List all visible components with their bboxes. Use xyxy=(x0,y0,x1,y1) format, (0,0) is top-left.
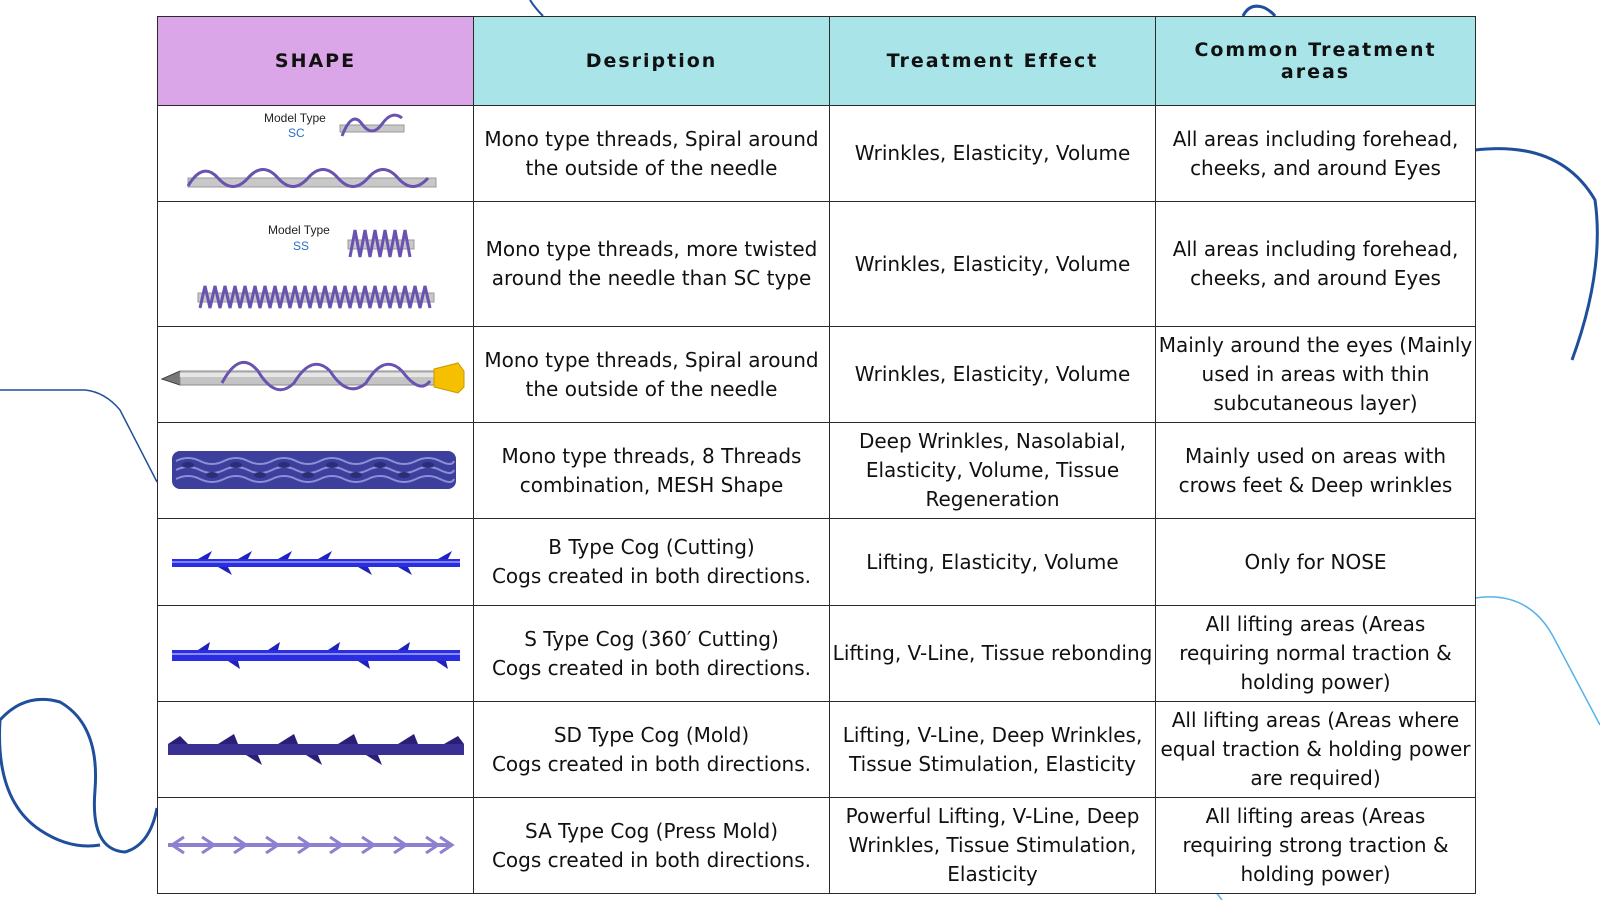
decor-curve-top xyxy=(529,0,544,17)
decor-curve-top-right xyxy=(1241,4,1277,17)
treatment-effect-cell: Powerful Lifting, V-Line, Deep Wrinkles,… xyxy=(829,797,1156,894)
table-header-row: SHAPE Desription Treatment Effect Common… xyxy=(157,16,1476,106)
treatment-effect-cell: Lifting, V-Line, Deep Wrinkles, Tissue S… xyxy=(829,701,1156,798)
treatment-areas-cell: All areas including forehead, cheeks, an… xyxy=(1155,201,1476,327)
treatment-areas-cell: All areas including forehead, cheeks, an… xyxy=(1155,105,1476,202)
treatment-areas-cell: Only for NOSE xyxy=(1155,518,1476,606)
shape-cell xyxy=(157,326,474,423)
decor-curve-left-thin xyxy=(0,389,158,483)
shape-cell xyxy=(157,518,474,606)
treatment-effect-cell: Deep Wrinkles, Nasolabial, Elasticity, V… xyxy=(829,422,1156,519)
shape-cell xyxy=(157,422,474,519)
cog-description: Cogs created in both directions. xyxy=(491,751,812,776)
cog-description: Cogs created in both directions. xyxy=(491,847,812,872)
table-row: SD Type Cog (Mold) Cogs created in both … xyxy=(157,701,1476,798)
table-row: Model Type SS Mono type threads, more tw… xyxy=(157,201,1476,327)
decor-loop-left xyxy=(0,697,159,854)
description-cell: Mono type threads, 8 Threads combination… xyxy=(473,422,830,519)
table-row: Model Type SC Mono type threads, Spiral … xyxy=(157,105,1476,202)
model-code-label: SC xyxy=(288,126,305,140)
sd-type-cog-image xyxy=(168,734,464,765)
model-type-label: Model Type xyxy=(264,111,326,125)
sa-type-cog-image xyxy=(168,835,455,855)
cog-type-title: SD Type Cog (Mold) xyxy=(553,722,750,747)
cog-type-title: SA Type Cog (Press Mold) xyxy=(525,818,778,843)
description-cell: SA Type Cog (Press Mold) Cogs created in… xyxy=(473,797,830,894)
treatment-areas-cell: All lifting areas (Areas where equal tra… xyxy=(1155,701,1476,798)
sc-thread-image: Model Type SC xyxy=(186,111,437,188)
description-cell: Mono type threads, Spiral around the out… xyxy=(473,326,830,423)
cog-description: Cogs created in both directions. xyxy=(491,655,812,680)
cog-type-title: B Type Cog (Cutting) xyxy=(548,535,755,559)
ss-thread-image: Model Type SS xyxy=(197,223,435,309)
decor-curve-right xyxy=(1474,147,1599,361)
header-treatment-effect: Treatment Effect xyxy=(829,16,1156,106)
shape-cell: Model Type SC xyxy=(157,105,474,202)
description-cell: B Type Cog (Cutting) Cogs created in bot… xyxy=(473,518,830,606)
thread-types-table: SHAPE Desription Treatment Effect Common… xyxy=(157,16,1476,894)
header-treatment-areas: Common Treatment areas xyxy=(1155,16,1476,106)
treatment-effect-cell: Wrinkles, Elasticity, Volume xyxy=(829,326,1156,423)
treatment-areas-cell: Mainly around the eyes (Mainly used in a… xyxy=(1155,326,1476,423)
cog-type-title: S Type Cog (360′ Cutting) xyxy=(524,626,779,651)
description-cell: S Type Cog (360′ Cutting) Cogs created i… xyxy=(473,605,830,702)
table-row: Mono type threads, Spiral around the out… xyxy=(157,326,1476,423)
mesh-thread-image xyxy=(172,451,456,489)
table-row: S Type Cog (360′ Cutting) Cogs created i… xyxy=(157,605,1476,702)
treatment-effect-cell: Lifting, Elasticity, Volume xyxy=(829,518,1156,606)
table-row: SA Type Cog (Press Mold) Cogs created in… xyxy=(157,797,1476,894)
header-description: Desription xyxy=(473,16,830,106)
description-cell: SD Type Cog (Mold) Cogs created in both … xyxy=(473,701,830,798)
description-cell: Mono type threads, more twisted around t… xyxy=(473,201,830,327)
description-cell: Mono type threads, Spiral around the out… xyxy=(473,105,830,202)
table-row: B Type Cog (Cutting) Cogs created in bot… xyxy=(157,518,1476,606)
b-type-cog-image xyxy=(172,551,460,575)
treatment-effect-cell: Wrinkles, Elasticity, Volume xyxy=(829,105,1156,202)
treatment-areas-cell: All lifting areas (Areas requiring stron… xyxy=(1155,797,1476,894)
treatment-areas-cell: All lifting areas (Areas requiring norma… xyxy=(1155,605,1476,702)
s-type-cog-image xyxy=(172,642,460,669)
shape-cell: Model Type SS xyxy=(157,201,474,327)
cog-description: Cogs created in both directions. xyxy=(491,564,812,588)
shape-cell xyxy=(157,701,474,798)
header-shape: SHAPE xyxy=(157,16,474,106)
treatment-effect-cell: Lifting, V-Line, Tissue rebonding xyxy=(829,605,1156,702)
needle-thread-image xyxy=(160,360,465,394)
decor-curve-bottom-right xyxy=(1474,596,1600,726)
shape-cell xyxy=(157,797,474,894)
model-code-label: SS xyxy=(293,239,309,253)
treatment-areas-cell: Mainly used on areas with crows feet & D… xyxy=(1155,422,1476,519)
decor-loop-left-tail xyxy=(0,720,101,848)
model-type-label: Model Type xyxy=(268,223,330,237)
treatment-effect-cell: Wrinkles, Elasticity, Volume xyxy=(829,201,1156,327)
shape-cell xyxy=(157,605,474,702)
table-row: Mono type threads, 8 Threads combination… xyxy=(157,422,1476,519)
